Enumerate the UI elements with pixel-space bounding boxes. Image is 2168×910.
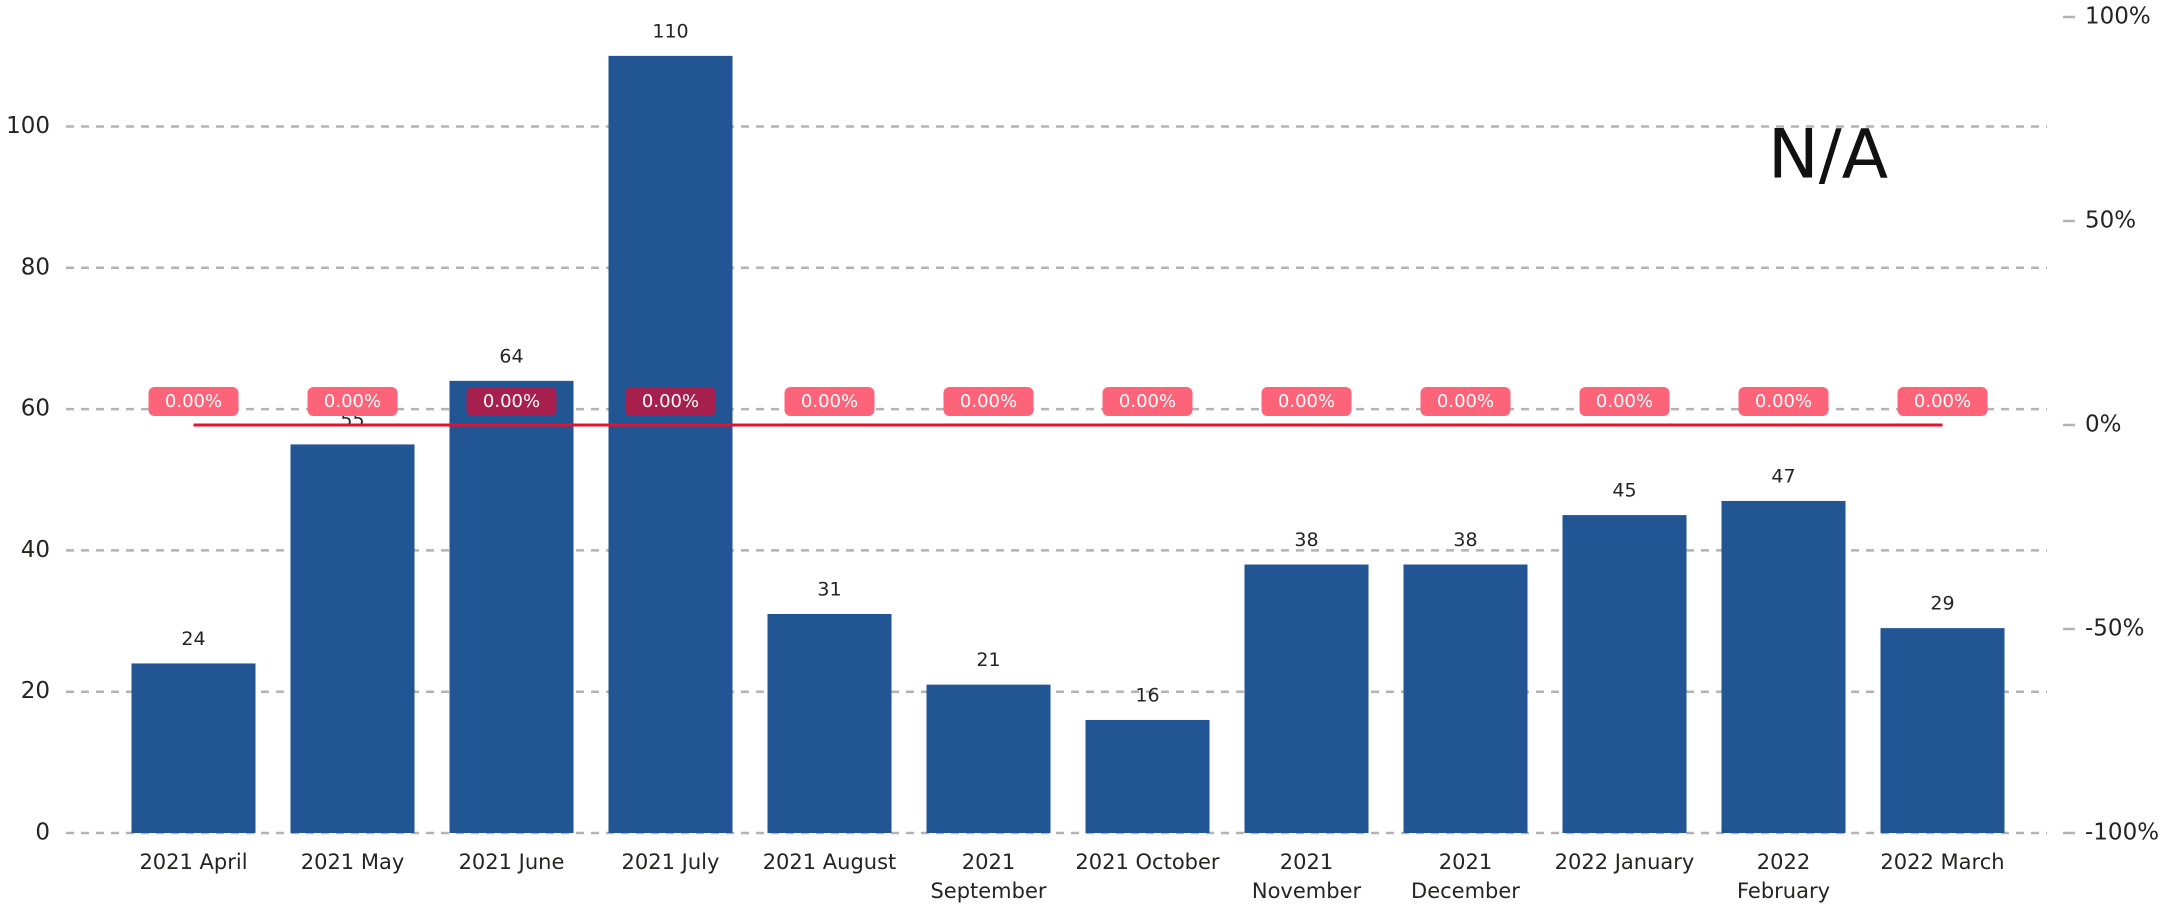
label-text: 0.00% xyxy=(165,391,222,412)
bar-value-label: 21 xyxy=(976,649,1000,671)
x-tick-label: 2021 November xyxy=(1251,850,1362,903)
line-value-label: 0.00% xyxy=(1579,387,1670,416)
x-tick-label: 2021 July xyxy=(621,850,720,874)
bar xyxy=(1244,564,1369,833)
bar-value-label: 16 xyxy=(1135,684,1159,706)
label-box xyxy=(148,387,239,416)
bar xyxy=(131,663,256,833)
label-box xyxy=(1420,387,1511,416)
bar-value-label: 110 xyxy=(652,20,688,42)
x-tick-label: 2021 April xyxy=(139,850,248,874)
label-box xyxy=(1261,387,1352,416)
bar-value-label: 64 xyxy=(499,345,523,367)
y2-tick-label: 0% xyxy=(2085,412,2122,438)
label-box xyxy=(625,387,716,416)
label-text: 0.00% xyxy=(642,391,699,412)
bar xyxy=(1562,515,1687,833)
bar xyxy=(290,444,415,833)
bar xyxy=(1880,628,2005,833)
line-value-label: 0.00% xyxy=(943,387,1034,416)
label-text: 0.00% xyxy=(1278,391,1335,412)
bar xyxy=(608,55,733,834)
y-tick-label: 100 xyxy=(6,113,50,139)
label-box xyxy=(784,387,875,416)
bar-value-label: 31 xyxy=(817,578,841,600)
bar-value-label: 38 xyxy=(1453,529,1477,551)
line-value-label: 0.00% xyxy=(1102,387,1193,416)
bar-value-label: 29 xyxy=(1930,593,1954,615)
line-value-label: 0.00% xyxy=(1261,387,1352,416)
x-tick-label: 2021 June xyxy=(458,850,565,874)
bar xyxy=(767,613,892,833)
y-tick-label: 60 xyxy=(21,396,50,422)
line-value-label: 0.00% xyxy=(307,387,398,416)
line-value-label: 0.00% xyxy=(1738,387,1829,416)
label-text: 0.00% xyxy=(1755,391,1812,412)
y-tick-label: 80 xyxy=(21,254,50,280)
label-text: 0.00% xyxy=(1119,391,1176,412)
bar-value-label: 38 xyxy=(1294,529,1318,551)
y2-tick-label: -50% xyxy=(2085,616,2144,642)
x-tick-label: 2021 May xyxy=(300,850,405,874)
label-box xyxy=(943,387,1034,416)
y2-tick-label: 50% xyxy=(2085,208,2136,234)
x-tick-label: 2022 March xyxy=(1880,850,2005,874)
label-box xyxy=(1102,387,1193,416)
x-tick-label: 2021 December xyxy=(1411,850,1520,903)
y2-tick-label: 100% xyxy=(2085,4,2151,30)
label-text: 0.00% xyxy=(483,391,540,412)
x-tick-label: 2022 January xyxy=(1554,850,1695,874)
y-tick-label: 20 xyxy=(21,678,50,704)
label-text: 0.00% xyxy=(324,391,381,412)
line-value-label: 0.00% xyxy=(1420,387,1511,416)
label-text: 0.00% xyxy=(1437,391,1494,412)
bar-value-label: 24 xyxy=(181,628,205,650)
line-value-label: 0.00% xyxy=(466,387,557,416)
bar xyxy=(926,684,1051,833)
x-tick-label: 2022 February xyxy=(1736,850,1831,903)
bar xyxy=(1085,719,1210,833)
label-text: 0.00% xyxy=(1596,391,1653,412)
label-box xyxy=(1897,387,1988,416)
bar xyxy=(1403,564,1528,833)
label-text: 0.00% xyxy=(801,391,858,412)
y-tick-label: 0 xyxy=(35,820,50,846)
bar xyxy=(1721,500,1846,833)
line-value-label: 0.00% xyxy=(1897,387,1988,416)
label-box xyxy=(1738,387,1829,416)
bar-value-label: 45 xyxy=(1612,480,1636,502)
bar-value-label: 47 xyxy=(1771,465,1795,487)
bar xyxy=(449,380,574,833)
y-tick-label: 40 xyxy=(21,537,50,563)
x-tick-label: 2021 August xyxy=(762,850,897,874)
line-value-label: 0.00% xyxy=(625,387,716,416)
line-value-label: 0.00% xyxy=(784,387,875,416)
x-tick-label: 2021 September xyxy=(930,850,1047,903)
line-value-label: 0.00% xyxy=(148,387,239,416)
label-text: 0.00% xyxy=(1914,391,1971,412)
y2-tick-label: -100% xyxy=(2085,820,2159,846)
label-box xyxy=(307,387,398,416)
label-box xyxy=(1579,387,1670,416)
x-tick-label: 2021 October xyxy=(1075,850,1220,874)
label-box xyxy=(466,387,557,416)
label-text: 0.00% xyxy=(960,391,1017,412)
annotation: N/A xyxy=(1768,116,1888,195)
